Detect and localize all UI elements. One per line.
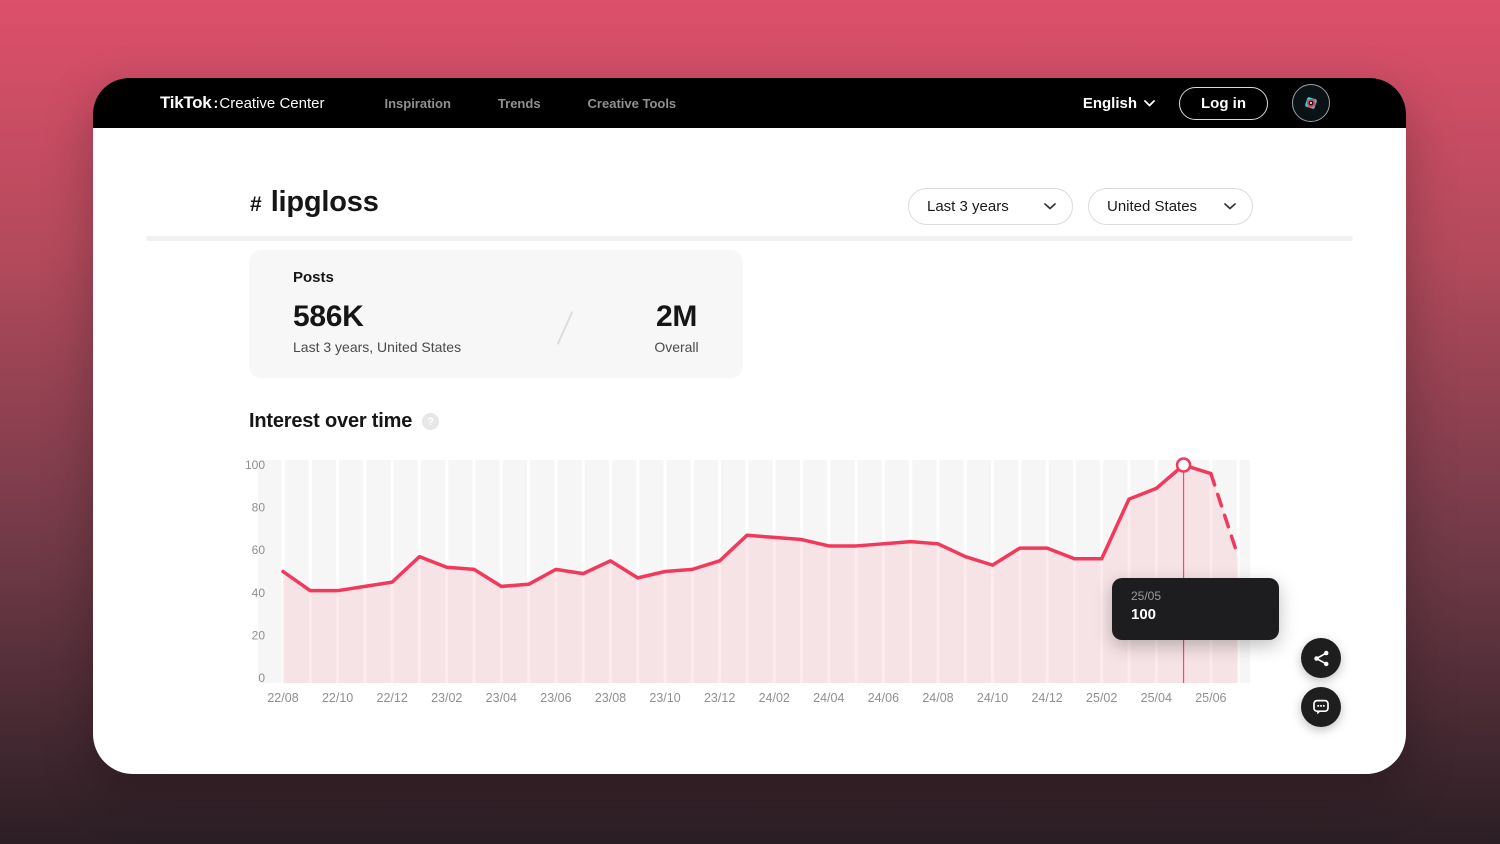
region-dropdown[interactable]: United States [1088, 188, 1253, 225]
y-tick-label: 0 [258, 671, 265, 685]
y-tick-label: 80 [252, 501, 266, 515]
x-tick-label: 24/06 [868, 691, 899, 705]
x-tick-label: 23/12 [704, 691, 735, 705]
section-divider [146, 236, 1353, 241]
x-tick-label: 23/10 [649, 691, 680, 705]
stat-separator [556, 311, 574, 345]
x-tick-label: 24/10 [977, 691, 1008, 705]
time-range-value: Last 3 years [927, 198, 1009, 215]
x-tick-label: 25/02 [1086, 691, 1117, 705]
x-tick-label: 23/04 [486, 691, 517, 705]
trend-line-dashed [1209, 471, 1240, 559]
x-tick-label: 22/10 [322, 691, 353, 705]
posts-overall-value: 2M [655, 300, 698, 333]
nav-item-creative-tools[interactable]: Creative Tools [587, 95, 677, 111]
posts-overall-caption: Overall [654, 339, 699, 355]
region-value: United States [1107, 198, 1198, 215]
posts-filtered-stat: 586K Last 3 years, United States [293, 300, 461, 355]
y-tick-label: 60 [252, 543, 266, 557]
posts-overall-stat: 2M Overall [619, 300, 734, 355]
nav-links: Inspiration Trends Creative Tools [384, 96, 676, 111]
share-button[interactable] [1301, 638, 1341, 678]
interest-over-time-chart[interactable]: 0 20 40 60 80 100 22/08 22/10 22/12 23/02 23/04 23/… [233, 453, 1263, 708]
logo-colon: : [213, 95, 219, 112]
posts-filtered-value: 586K [293, 300, 364, 333]
page-title: # lipgloss [250, 186, 379, 219]
language-selector[interactable]: English [1083, 95, 1155, 112]
language-label: English [1082, 94, 1137, 112]
x-tick-label: 22/08 [267, 691, 298, 705]
filter-bar: Last 3 years United States [908, 188, 1253, 225]
avatar[interactable] [1292, 84, 1330, 122]
y-tick-label: 100 [245, 458, 265, 472]
logo-tiktok: TikTok [160, 93, 212, 112]
x-tick-label: 25/06 [1195, 691, 1226, 705]
logo-creative-center: Creative Center [219, 95, 325, 112]
help-icon[interactable]: ? [422, 413, 440, 430]
interest-section-title: Interest over time [249, 410, 413, 432]
posts-card-title: Posts [293, 269, 334, 286]
share-icon [1313, 650, 1328, 666]
x-tick-label: 23/08 [595, 691, 626, 705]
chevron-down-icon [1044, 203, 1056, 210]
posts-stats-card: Posts 586K Last 3 years, United States 2… [249, 250, 743, 378]
feedback-button[interactable] [1301, 687, 1341, 727]
tooltip-date: 25/05 [1131, 589, 1162, 603]
top-nav: TikTok : Creative Center Inspiration Tre… [93, 78, 1406, 128]
nav-right: English Log in [1083, 84, 1330, 122]
x-tick-label: 23/06 [540, 691, 571, 705]
x-tick-label: 22/12 [377, 691, 408, 705]
y-tick-label: 40 [252, 586, 266, 600]
x-tick-label: 24/08 [922, 691, 953, 705]
avatar-image [1305, 97, 1317, 109]
tiktok-creative-center-logo[interactable]: TikTok : Creative Center [160, 93, 324, 113]
interest-section-header: Interest over time ? [249, 410, 440, 433]
x-tick-label: 25/04 [1141, 691, 1172, 705]
x-tick-label: 23/02 [431, 691, 462, 705]
chevron-down-icon [1144, 99, 1155, 106]
time-range-dropdown[interactable]: Last 3 years [908, 188, 1073, 225]
x-tick-label: 24/02 [759, 691, 790, 705]
hashtag-symbol: # [250, 193, 262, 216]
nav-item-trends[interactable]: Trends [497, 95, 541, 111]
main-window: TikTok : Creative Center Inspiration Tre… [93, 78, 1406, 774]
nav-item-inspiration[interactable]: Inspiration [384, 95, 451, 111]
peak-marker [1175, 457, 1192, 473]
chart-tooltip: 25/05 100 [1112, 578, 1279, 640]
tooltip-value: 100 [1131, 606, 1157, 623]
interest-chart-container: 0 20 40 60 80 100 22/08 22/10 22/12 23/02 23/04 23/… [233, 453, 1263, 708]
posts-filtered-caption: Last 3 years, United States [293, 339, 462, 355]
chevron-down-icon [1224, 203, 1236, 210]
feedback-icon [1313, 699, 1329, 715]
plot-background [258, 460, 1250, 683]
area-fill [283, 465, 1239, 683]
hashtag-name: lipgloss [270, 186, 379, 218]
login-button[interactable]: Log in [1179, 86, 1268, 120]
x-tick-label: 24/12 [1031, 691, 1062, 705]
x-tick-label: 24/04 [813, 691, 844, 705]
y-tick-label: 20 [252, 628, 266, 642]
trend-line [281, 463, 1213, 593]
